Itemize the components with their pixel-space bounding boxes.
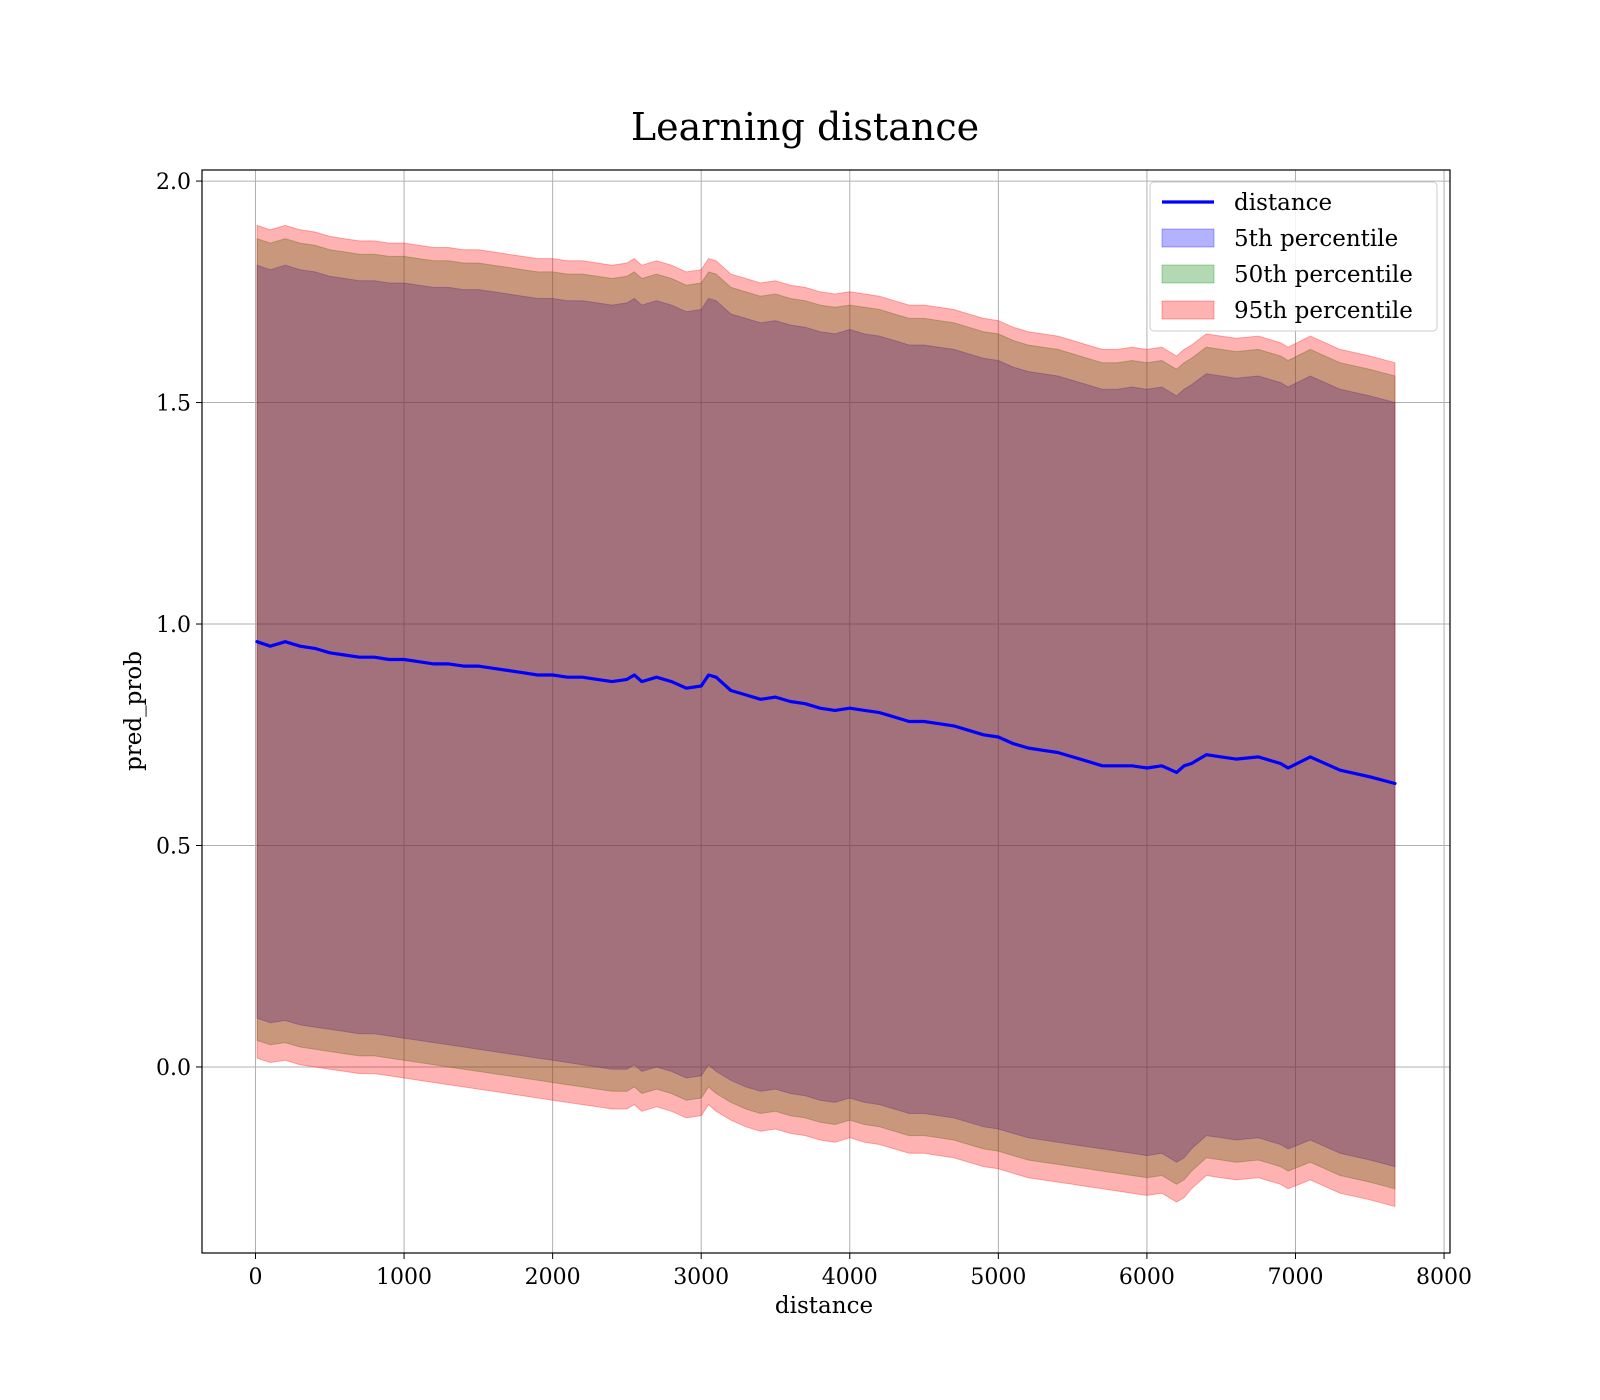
legend-label: distance xyxy=(1234,190,1332,216)
x-tick-label: 3000 xyxy=(673,1265,729,1290)
grid-lines xyxy=(202,170,1450,1253)
legend-swatch-5th-percentile xyxy=(1161,228,1215,248)
x-tick-label: 0 xyxy=(248,1265,262,1290)
chart-title: Learning distance xyxy=(631,105,979,149)
band-50th-percentile xyxy=(256,238,1396,1190)
x-tick-label: 1000 xyxy=(376,1265,432,1290)
x-tick-label: 6000 xyxy=(1119,1265,1175,1290)
y-tick-label: 0.5 xyxy=(156,834,191,859)
y-axis-label: pred_prob xyxy=(121,651,147,771)
x-tick-label: 4000 xyxy=(822,1265,878,1290)
y-tick-label: 0.0 xyxy=(156,1056,191,1081)
band-5th-percentile xyxy=(256,264,1396,1168)
distance-line-layer xyxy=(255,640,1397,786)
x-axis-label: distance xyxy=(775,1293,873,1319)
legend-swatch-95th-percentile xyxy=(1161,300,1215,320)
legend-box xyxy=(1149,181,1438,332)
y-tick-label: 2.0 xyxy=(156,170,191,195)
legend: distance 5th percentile 50th percentile 95t… xyxy=(1149,181,1438,332)
distance-series-line xyxy=(255,640,1397,786)
legend-label: 50th percentile xyxy=(1234,262,1413,288)
x-tick-label: 5000 xyxy=(970,1265,1026,1290)
y-tick-label: 1.5 xyxy=(156,392,191,417)
x-tick-label: 7000 xyxy=(1267,1265,1323,1290)
legend-label: 5th percentile xyxy=(1234,226,1398,252)
axis-ticks: 0 1000 2000 3000 4000 5000 6000 7000 8000 0.0 0.5 1… xyxy=(156,170,1472,1290)
y-tick-label: 1.0 xyxy=(156,613,191,638)
legend-swatch-50th-percentile xyxy=(1161,264,1215,284)
x-tick-label: 2000 xyxy=(525,1265,581,1290)
percentile-bands xyxy=(256,224,1396,1208)
plot-area-frame xyxy=(201,169,1451,1254)
legend-label: 95th percentile xyxy=(1234,298,1413,324)
band-95th-percentile xyxy=(256,224,1396,1208)
x-tick-label: 8000 xyxy=(1416,1265,1472,1290)
